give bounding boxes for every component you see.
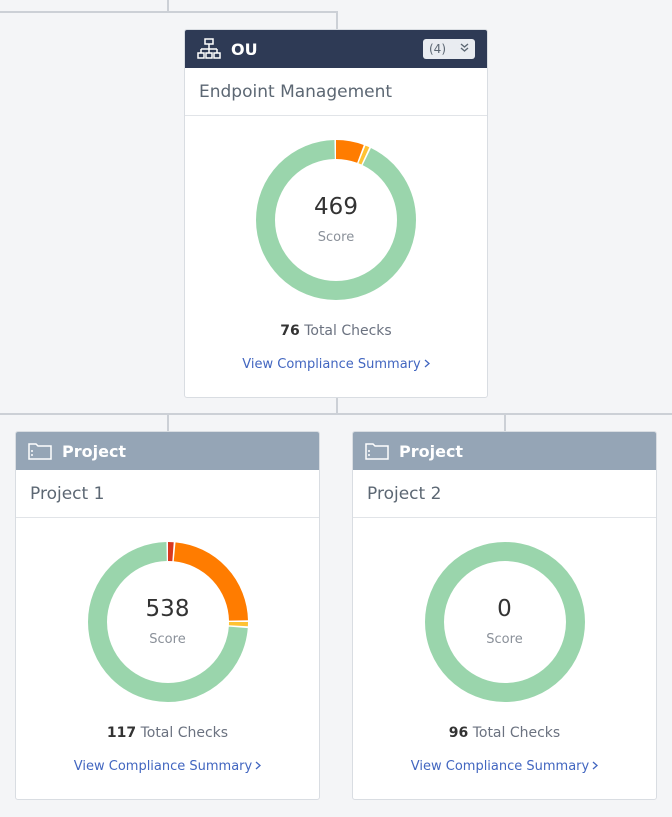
project-2-score-donut: 0 Score <box>423 540 587 704</box>
project-1-header: Project <box>16 432 319 470</box>
project-2-total-checks: 96 Total Checks <box>353 725 656 741</box>
project-1-link-label: View Compliance Summary <box>73 759 253 774</box>
project-1-score-value: 538 <box>145 596 190 622</box>
project-2-name: Project 2 <box>353 470 656 518</box>
project-1-checks-label: Total Checks <box>140 725 229 741</box>
chevron-right-icon <box>424 357 430 372</box>
donut-segment-warning <box>256 140 416 300</box>
project-1-total-checks: 117 Total Checks <box>16 725 319 741</box>
children-count-dropdown[interactable]: (4) <box>423 39 475 59</box>
project-1-score-donut: 538 Score <box>86 540 250 704</box>
chevron-right-icon <box>592 759 599 774</box>
connector-ou-down <box>336 398 338 415</box>
folder-icon <box>28 440 52 462</box>
donut-segment-passing <box>256 140 416 300</box>
donut-segment-critical <box>87 542 248 702</box>
ou-card: OU (4) Endpoint Management 469 Score 76 … <box>184 29 488 398</box>
ou-view-compliance-summary-link[interactable]: View Compliance Summary <box>185 357 487 372</box>
chevron-right-icon <box>255 759 262 774</box>
project-2-checks-label: Total Checks <box>472 725 561 741</box>
ou-score-donut: 469 Score <box>254 138 418 302</box>
project-1-name: Project 1 <box>16 470 319 518</box>
project-1-score-label: Score <box>149 632 186 647</box>
project-2-header: Project <box>353 432 656 470</box>
connector-top-horizontal <box>0 11 338 13</box>
donut-segment-passing <box>424 542 585 702</box>
project-2-view-compliance-summary-link[interactable]: View Compliance Summary <box>353 759 656 774</box>
org-hierarchy-icon <box>197 38 221 60</box>
ou-header-label: OU <box>231 39 258 59</box>
project-2-score-label: Score <box>486 632 523 647</box>
project-2-header-label: Project <box>399 441 464 461</box>
donut-segment-passing <box>87 542 248 702</box>
project-1-checks-count: 117 <box>106 725 137 741</box>
connector-project-2 <box>504 413 506 432</box>
project-card-2: Project Project 2 0 Score 96 Total Check… <box>352 431 657 800</box>
ou-total-checks: 76 Total Checks <box>185 323 487 339</box>
project-2-link-label: View Compliance Summary <box>410 759 590 774</box>
project-1-view-compliance-summary-link[interactable]: View Compliance Summary <box>16 759 319 774</box>
ou-checks-label: Total Checks <box>304 323 392 339</box>
ou-name: Endpoint Management <box>185 68 487 116</box>
ou-card-header: OU (4) <box>185 30 487 68</box>
connector-top-vertical <box>167 0 169 13</box>
connector-bottom-horizontal <box>0 413 672 415</box>
folder-icon <box>365 440 389 462</box>
project-1-header-label: Project <box>62 441 127 461</box>
project-2-score-value: 0 <box>497 596 512 622</box>
ou-score-label: Score <box>317 230 355 245</box>
connector-ou-stub <box>336 11 338 30</box>
project-2-checks-count: 96 <box>448 725 469 741</box>
ou-checks-count: 76 <box>280 323 300 339</box>
children-count-label: (4) <box>429 42 446 56</box>
ou-score-value: 469 <box>314 194 358 220</box>
connector-project-1 <box>167 413 169 432</box>
project-card-1: Project Project 1 538 Score 117 Total Ch… <box>15 431 320 800</box>
ou-link-label: View Compliance Summary <box>242 357 421 372</box>
double-chevron-down-icon <box>460 43 469 55</box>
